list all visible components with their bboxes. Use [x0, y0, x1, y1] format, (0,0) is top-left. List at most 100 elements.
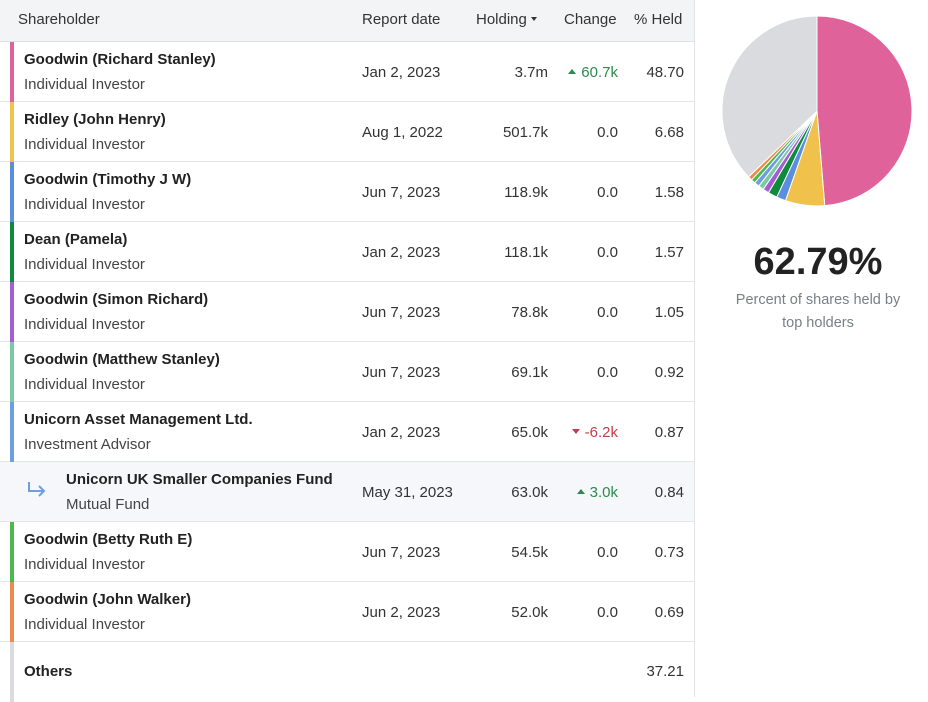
- pie-slice-0[interactable]: [816, 15, 913, 207]
- change-text: 0.0: [597, 304, 618, 321]
- shareholder-type: Investment Advisor: [24, 436, 151, 453]
- table-row[interactable]: Unicorn Asset Management Ltd. Investment …: [0, 402, 694, 462]
- row-color-bar: [10, 582, 14, 642]
- top-holders-caption: Percent of shares held by top holders: [735, 292, 901, 331]
- percent-held-value: 1.57: [654, 244, 684, 261]
- shareholder-name[interactable]: Dean (Pamela): [24, 231, 128, 248]
- change-text: 60.7k: [581, 64, 618, 81]
- change-value: 0.0: [597, 544, 618, 561]
- shareholder-type: Individual Investor: [24, 76, 145, 93]
- holding-value: 63.0k: [511, 484, 548, 501]
- row-color-bar: [10, 402, 14, 462]
- shareholder-type: Individual Investor: [24, 136, 145, 153]
- percent-held-value: 6.68: [654, 124, 684, 141]
- triangle-down-icon: [571, 428, 580, 434]
- shareholder-name[interactable]: Goodwin (John Walker): [24, 591, 191, 608]
- header-percent-held[interactable]: % Held: [634, 11, 683, 28]
- change-value: 60.7k: [568, 64, 618, 81]
- percent-held-value: 0.69: [654, 604, 684, 621]
- change-value: 0.0: [597, 124, 618, 141]
- change-value: 0.0: [597, 304, 618, 321]
- shareholders-table: Shareholder Report date Holding Change %…: [0, 0, 695, 702]
- report-date: Jan 2, 2023: [362, 64, 441, 81]
- change-text: 0.0: [597, 604, 618, 621]
- row-color-bar: [10, 222, 14, 282]
- top-holders-percent: 62.79%: [753, 241, 883, 283]
- shareholder-type: Individual Investor: [24, 616, 145, 633]
- report-date: Jun 7, 2023: [362, 364, 441, 381]
- shareholder-type: Mutual Fund: [66, 496, 150, 513]
- shareholder-name[interactable]: Unicorn UK Smaller Companies Fund: [66, 471, 333, 488]
- header-holding-label: Holding: [476, 11, 527, 28]
- percent-held-value: 0.87: [654, 424, 684, 441]
- report-date: Jan 2, 2023: [362, 244, 441, 261]
- table-row-others: Others 37.21: [0, 642, 694, 702]
- holding-value: 52.0k: [511, 604, 548, 621]
- change-value: -6.2k: [571, 424, 618, 441]
- sub-arrow-icon: [28, 482, 46, 497]
- shareholder-name[interactable]: Unicorn Asset Management Ltd.: [24, 411, 253, 428]
- percent-held-value: 0.84: [654, 484, 684, 501]
- change-value: 0.0: [597, 184, 618, 201]
- caret-down-icon: [530, 17, 537, 22]
- table-row[interactable]: Goodwin (Timothy J W) Individual Investor…: [0, 162, 694, 222]
- header-change[interactable]: Change: [564, 11, 617, 28]
- change-text: 0.0: [597, 244, 618, 261]
- change-text: 3.0k: [589, 484, 618, 501]
- report-date: Jun 7, 2023: [362, 544, 441, 561]
- table-row[interactable]: Goodwin (Richard Stanley) Individual Inve…: [0, 42, 694, 102]
- shareholder-type: Individual Investor: [24, 556, 145, 573]
- percent-held-value: 0.73: [654, 544, 684, 561]
- change-text: 0.0: [597, 364, 618, 381]
- row-color-bar: [10, 162, 14, 222]
- row-color-bar: [10, 102, 14, 162]
- table-body: Goodwin (Richard Stanley) Individual Inve…: [0, 42, 694, 702]
- header-report-date[interactable]: Report date: [362, 11, 441, 28]
- percent-held-value: 48.70: [646, 64, 684, 81]
- table-row[interactable]: Goodwin (Betty Ruth E) Individual Investo…: [0, 522, 694, 582]
- percent-held-value: 1.05: [654, 304, 684, 321]
- shareholder-type: Individual Investor: [24, 316, 145, 333]
- report-date: Jun 2, 2023: [362, 604, 441, 621]
- report-date: May 31, 2023: [362, 484, 453, 501]
- table-row[interactable]: Dean (Pamela) Individual Investor Jan 2, 2…: [0, 222, 694, 282]
- header-shareholder[interactable]: Shareholder: [18, 11, 100, 28]
- holdings-pie-chart: [721, 15, 913, 207]
- percent-held-value: 37.21: [646, 663, 684, 680]
- shareholder-name[interactable]: Goodwin (Timothy J W): [24, 171, 192, 188]
- holding-value: 118.9k: [504, 184, 548, 201]
- percent-held-value: 1.58: [654, 184, 684, 201]
- change-value: 0.0: [597, 604, 618, 621]
- holding-value: 65.0k: [511, 424, 548, 441]
- shareholder-type: Individual Investor: [24, 376, 145, 393]
- holding-value: 3.7m: [514, 64, 548, 81]
- others-label: Others: [24, 663, 73, 680]
- shareholder-name[interactable]: Goodwin (Betty Ruth E): [24, 531, 193, 548]
- shareholder-type: Individual Investor: [24, 256, 145, 273]
- report-date: Jun 7, 2023: [362, 304, 441, 321]
- change-text: -6.2k: [584, 424, 618, 441]
- row-color-bar: [10, 42, 14, 102]
- holding-value: 118.1k: [504, 244, 548, 261]
- table-row[interactable]: Goodwin (Simon Richard) Individual Invest…: [0, 282, 694, 342]
- report-date: Jun 7, 2023: [362, 184, 441, 201]
- table-row[interactable]: Ridley (John Henry) Individual Investor Au…: [0, 102, 694, 162]
- triangle-up-icon: [568, 68, 577, 74]
- row-color-bar: [10, 522, 14, 582]
- change-text: 0.0: [597, 184, 618, 201]
- table-row[interactable]: Goodwin (John Walker) Individual Investor…: [0, 582, 694, 642]
- table-row[interactable]: Goodwin (Matthew Stanley) Individual Inve…: [0, 342, 694, 402]
- pie-slice-9[interactable]: [721, 15, 818, 178]
- holding-value: 54.5k: [511, 544, 548, 561]
- shareholder-name[interactable]: Goodwin (Matthew Stanley): [24, 351, 220, 368]
- triangle-up-icon: [576, 488, 585, 494]
- table-header: Shareholder Report date Holding Change %…: [0, 0, 694, 42]
- shareholder-name[interactable]: Goodwin (Richard Stanley): [24, 51, 216, 68]
- change-value: 0.0: [597, 244, 618, 261]
- shareholder-name[interactable]: Goodwin (Simon Richard): [24, 291, 209, 308]
- header-holding[interactable]: Holding: [476, 11, 537, 28]
- shareholder-name[interactable]: Ridley (John Henry): [24, 111, 166, 128]
- change-text: 0.0: [597, 124, 618, 141]
- holding-value: 78.8k: [511, 304, 548, 321]
- table-row[interactable]: Unicorn UK Smaller Companies Fund Mutual …: [0, 462, 694, 522]
